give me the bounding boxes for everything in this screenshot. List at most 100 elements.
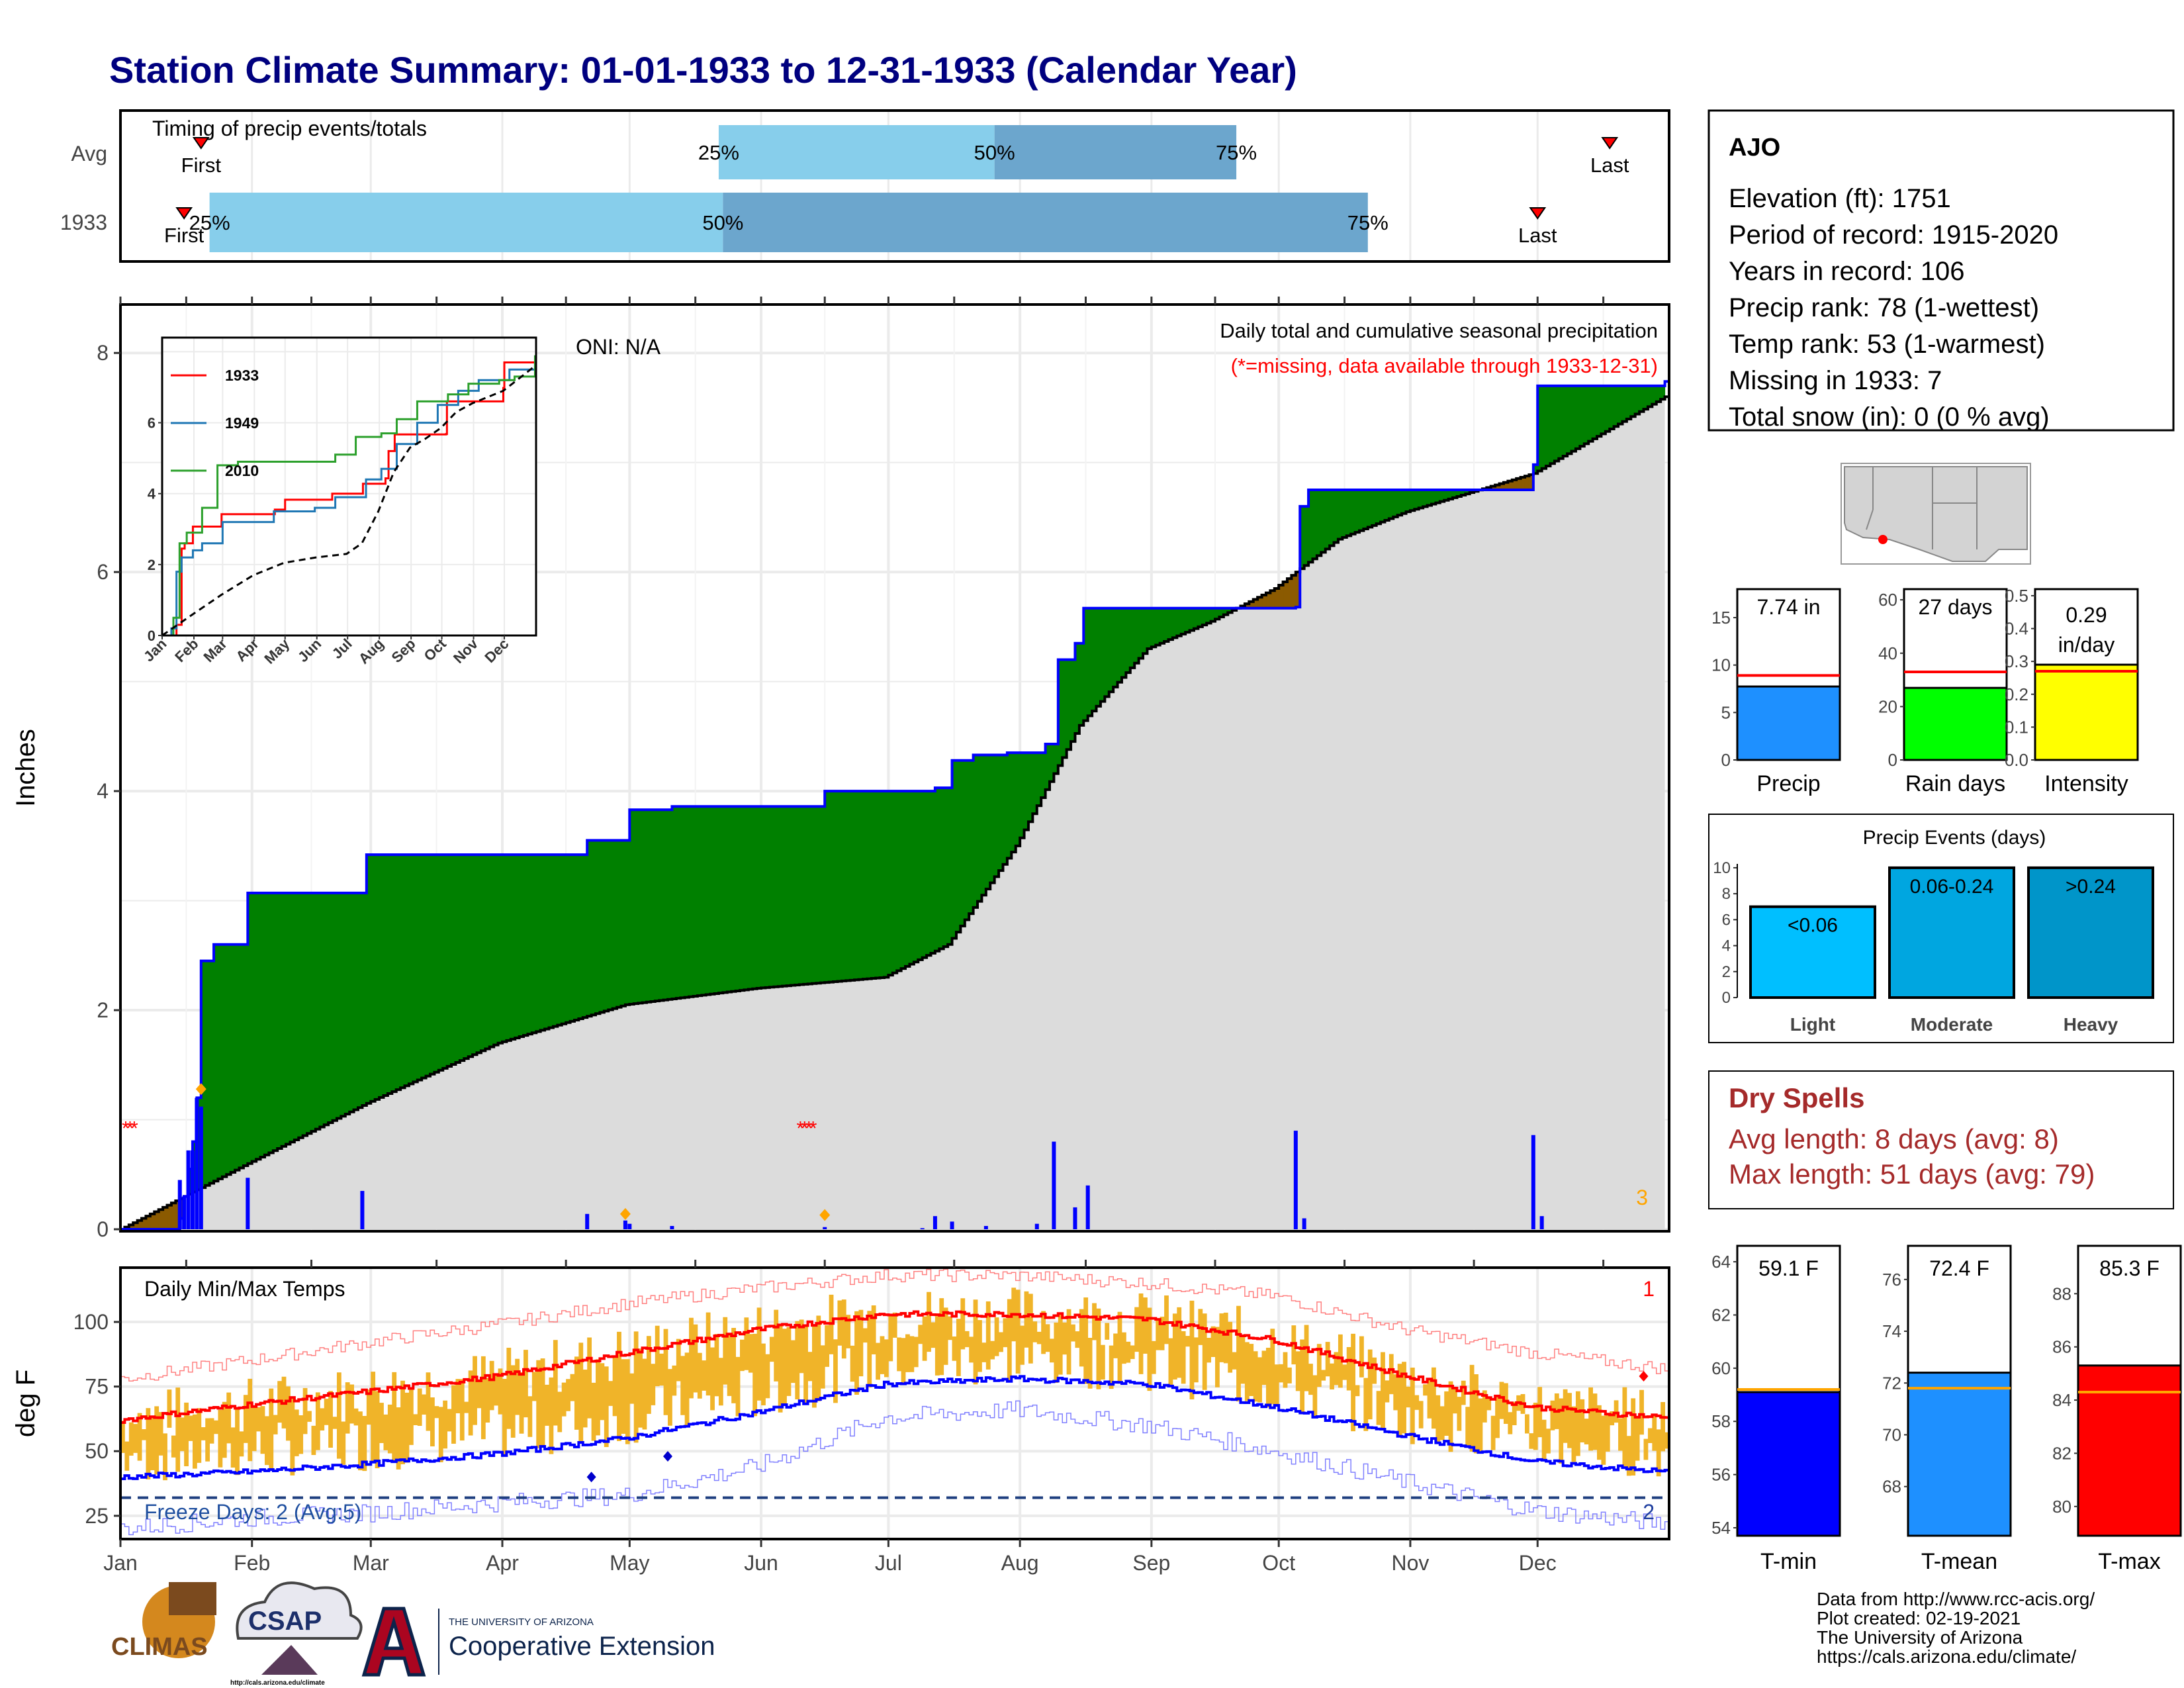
events-bar-label: Heavy [2064, 1014, 2118, 1035]
avg-max-line [120, 1310, 1669, 1425]
temp-summary-value: 72.4 F [1929, 1256, 1989, 1280]
summary-y-tick-label: 15 [1711, 608, 1731, 628]
station-info-box: AJO Elevation (ft): 1751 Period of recor… [1707, 109, 2175, 432]
precip-y-tick-label: 2 [97, 998, 109, 1022]
inset-x-tick-label: Aug [355, 635, 387, 667]
summary-bars: 0 5 10 15 7.74 in Precip 0 20 40 60 27 days Rain da… [1711, 586, 2139, 796]
summary-value-line2: in/day [2058, 633, 2115, 657]
precip-panel-title: Daily total and cumulative seasonal prec… [1220, 319, 1658, 342]
inset-legend: 1933 1949 2010 [171, 367, 259, 479]
summary-y-tick-label: 40 [1878, 643, 1897, 663]
temp-summary-label: T-min [1760, 1549, 1817, 1574]
location-map [1841, 463, 2031, 565]
temp-summary-y-tick-label: 80 [2052, 1497, 2071, 1517]
inset-legend-label: 2010 [225, 462, 259, 479]
temp-y-axis-title: deg F [11, 1370, 40, 1437]
temp-flag-marker [586, 1472, 596, 1483]
precip-flag-marker [195, 1083, 206, 1096]
summary-label: Rain days [1905, 771, 2005, 796]
record-max-line [120, 1268, 1669, 1382]
temp-panel-title: Daily Min/Max Temps [144, 1277, 345, 1301]
events-y-tick-label: 2 [1722, 963, 1731, 981]
events-y-tick-label: 6 [1722, 911, 1731, 929]
summary-value-line1: 0.29 [2066, 603, 2107, 627]
station-snow: Total snow (in): 0 (0 % avg) [1729, 402, 2050, 432]
month-tick-label: Feb [234, 1551, 270, 1575]
summary-value-text: 27 days [1918, 595, 1992, 619]
temp-y-axis: 25 50 75 100 [73, 1310, 120, 1528]
events-y-tick-label: 10 [1713, 859, 1731, 877]
month-tick-label: Apr [486, 1551, 519, 1575]
summary-bar-0 [1736, 685, 1841, 761]
temp-flag-marker [663, 1451, 673, 1462]
climas-logo: CLIMAS [111, 1582, 216, 1661]
timing-last-marker [1601, 137, 1619, 150]
temp-summary-y-tick-label: 64 [1711, 1252, 1731, 1272]
csap-logo-text: CSAP [248, 1607, 322, 1636]
summary-bar-1 [1903, 686, 2008, 761]
summary-bar-2 [2034, 663, 2139, 761]
missing-data-marker: * [805, 1118, 813, 1140]
temp-summary-y-tick-label: 58 [1711, 1411, 1731, 1431]
climatology-line [120, 395, 1669, 1231]
month-tick-label: Jan [103, 1551, 138, 1575]
inset-line-climatology [161, 365, 536, 637]
daily-precip-bar [190, 1150, 195, 1229]
daily-precip-bar [627, 1223, 632, 1229]
csap-logo: CSAP http://cals.arizona.edu/climate [230, 1581, 363, 1687]
inset-x-tick-label: Oct [421, 635, 450, 664]
inset-x-tick-label: Jun [295, 635, 324, 665]
station-name: AJO [1729, 134, 1780, 162]
inset-y-tick-label: 0 [148, 628, 156, 644]
precip-y-tick-label: 0 [97, 1217, 109, 1241]
temp-y-tick-label: 100 [73, 1310, 109, 1334]
timing-row-1933-label: 1933 [60, 211, 107, 234]
inset-line-1949 [162, 362, 536, 637]
temp-summary-y-tick-label: 70 [1882, 1425, 1901, 1444]
summary-value-text: 7.74 in [1756, 595, 1820, 619]
missing-data-marker: * [130, 1118, 138, 1140]
missing-data-marker: * [796, 1118, 804, 1140]
map-state-borders [1866, 467, 1978, 549]
station-info-frame [1707, 109, 2175, 432]
inset-y-tick-label: 2 [148, 557, 156, 573]
timing-bar-25-50 [209, 193, 723, 252]
temp-summary-value: 85.3 F [2099, 1256, 2160, 1280]
inset-x-tick-label: Apr [232, 635, 262, 665]
precip-flag-marker [819, 1209, 831, 1221]
inset-line-2010 [162, 355, 536, 637]
inset-y-tick-label: 4 [148, 486, 156, 502]
events-y-tick-label: 0 [1722, 989, 1731, 1007]
timing-last-label: Last [1518, 224, 1557, 247]
missing-data-marker: * [809, 1118, 817, 1140]
timing-p25-label: 25% [698, 141, 739, 164]
month-tick-label: Mar [353, 1551, 389, 1575]
precip-panel-frame [119, 303, 1670, 1233]
precip-events-bars: 0 2 4 6 8 10 <0.06 Light 0.06-0.24 Moderate >0.24 H… [1713, 859, 2154, 1035]
precip-y-axis-title: Inches [11, 729, 40, 807]
inset-x-tick-label: Dec [481, 635, 512, 666]
credit-institution: The University of Arizona [1817, 1627, 2023, 1648]
temp-summary-value: 59.1 F [1758, 1256, 1819, 1280]
temp-summary-y-tick-label: 60 [1711, 1358, 1731, 1378]
dry-spells-max: Max length: 51 days (avg: 79) [1729, 1158, 2095, 1190]
events-bar-range: <0.06 [1788, 915, 1838, 937]
page-title: Station Climate Summary: 01-01-1933 to 1… [109, 49, 1297, 91]
credit-plot-created: Plot created: 02-19-2021 [1817, 1608, 2021, 1628]
events-bar-moderate [1888, 866, 2015, 1000]
daily-precip-bar [623, 1220, 627, 1229]
station-period: Period of record: 1915-2020 [1729, 220, 2058, 250]
summary-y-tick-label: 0 [1888, 750, 1897, 770]
temp-summary-y-tick-label: 62 [1711, 1305, 1731, 1325]
timing-bars: 25% 50% 75% First Last 25% 50% 75% First Last [164, 125, 1629, 252]
month-tick-label: Jun [744, 1551, 778, 1575]
ua-a-icon [361, 1607, 426, 1677]
events-bar-range: 0.06-0.24 [1910, 876, 1994, 898]
events-bar-label: Light [1790, 1014, 1835, 1035]
precip-corner-count: 3 [1636, 1186, 1648, 1209]
temp-panel-frame [119, 1266, 1670, 1540]
daily-precip-bar [670, 1226, 674, 1229]
daily-precip-bar [177, 1180, 182, 1229]
freeze-days-label: Freeze Days: 2 (Avg:5) [144, 1500, 361, 1524]
